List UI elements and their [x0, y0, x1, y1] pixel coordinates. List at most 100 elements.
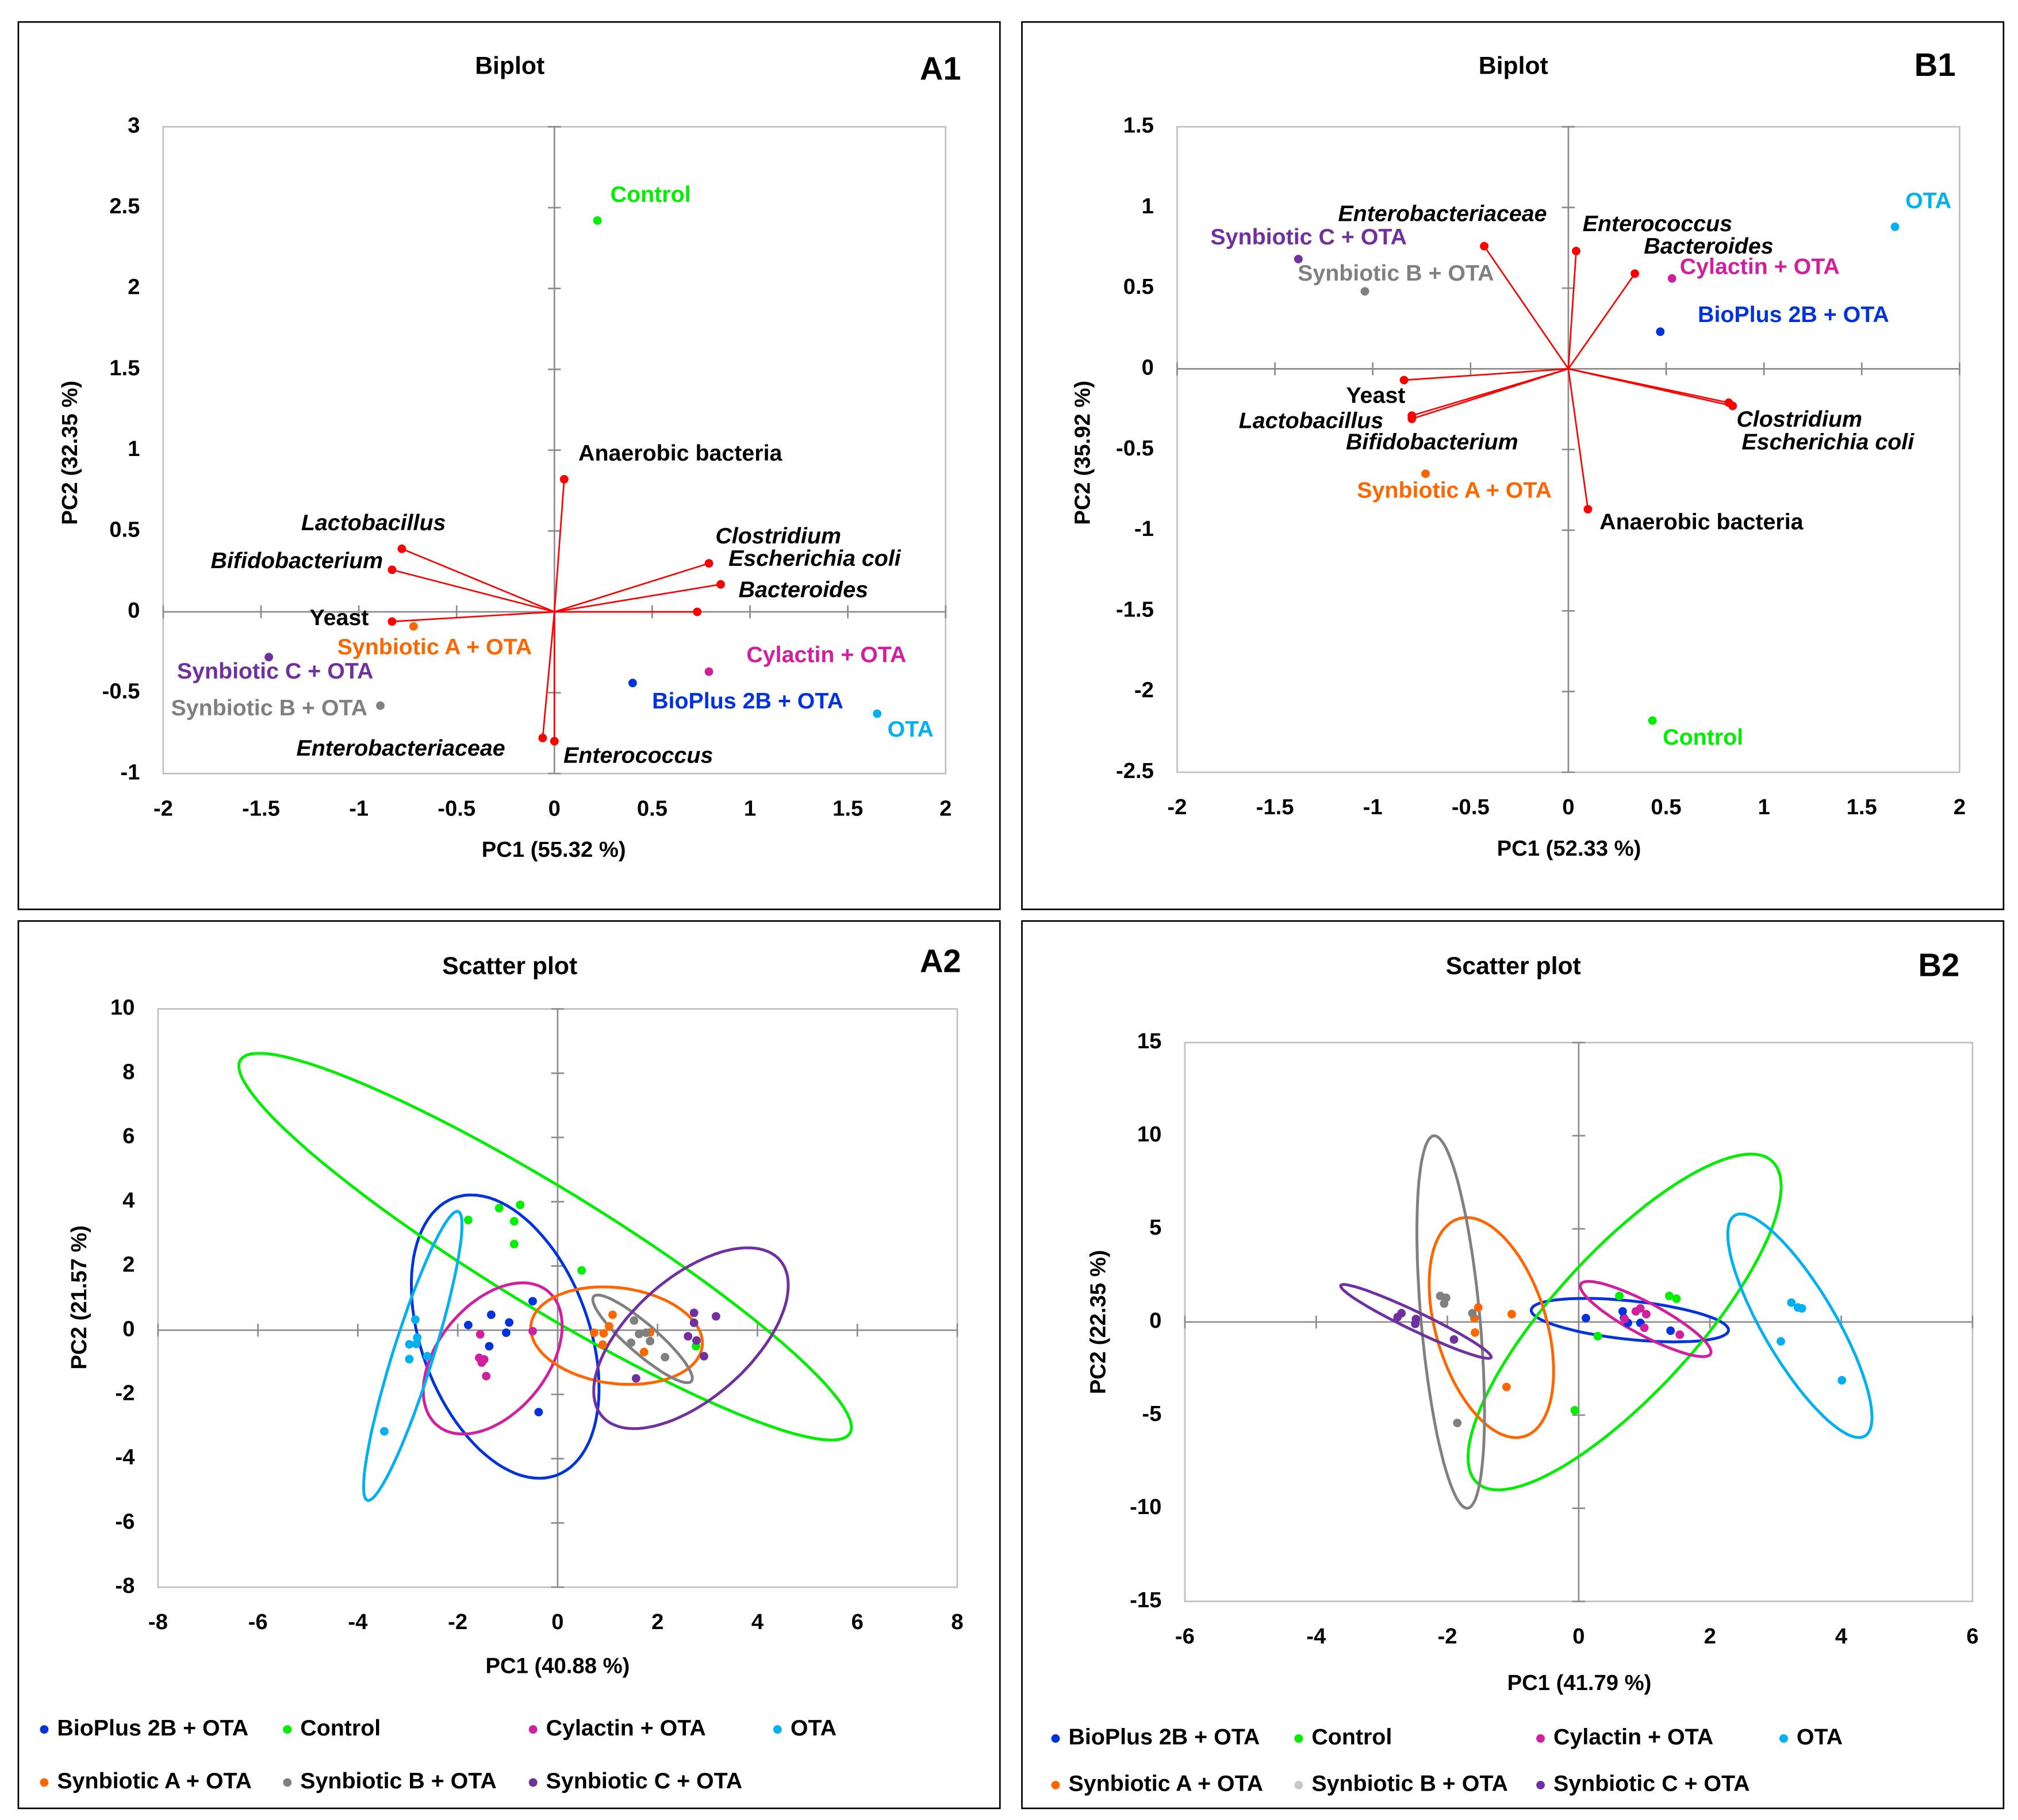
data-point: [485, 1342, 494, 1351]
variable-label: Escherichia coli: [1741, 430, 1915, 455]
loading-vector: [1404, 368, 1568, 381]
legend-marker: [528, 1778, 538, 1787]
confidence-ellipse: [1415, 1134, 1486, 1510]
observation-point: [873, 709, 882, 718]
x-tick-label: -2: [448, 1610, 467, 1634]
y-tick-label: 2.5: [109, 194, 140, 219]
variable-label: Clostridium: [715, 523, 841, 549]
panel-label: B1: [1915, 47, 1956, 83]
data-point: [700, 1352, 708, 1361]
data-point: [689, 1318, 699, 1327]
data-point: [482, 1371, 491, 1381]
x-tick-label: 0: [548, 796, 561, 821]
data-point: [477, 1358, 486, 1367]
data-point: [475, 1330, 485, 1339]
loading-point: [538, 733, 547, 742]
data-point: [589, 1328, 599, 1338]
y-tick-label: 2: [128, 275, 140, 300]
data-point: [534, 1408, 543, 1417]
y-tick-label: -4: [115, 1445, 135, 1470]
observation-label: Synbiotic B + OTA: [1298, 260, 1494, 286]
confidence-ellipse: [591, 1293, 694, 1384]
loading-point: [1583, 505, 1593, 514]
observation-point: [1667, 274, 1676, 283]
legend-label: OTA: [1797, 1725, 1843, 1750]
data-point: [1471, 1328, 1479, 1337]
x-tick-label: -2: [1167, 795, 1187, 819]
loading-vector: [1411, 368, 1569, 420]
y-tick-label: -0.5: [1116, 436, 1154, 461]
data-point: [661, 1352, 670, 1362]
legend-marker: [1536, 1780, 1545, 1790]
x-tick-label: -0.5: [1452, 795, 1490, 819]
variable-label: Anaerobic bacteria: [1599, 509, 1804, 535]
x-tick-label: 0: [1562, 795, 1574, 819]
x-tick-label: -8: [148, 1610, 168, 1634]
y-tick-label: -8: [115, 1573, 135, 1598]
data-point: [684, 1332, 693, 1341]
legend-marker: [1294, 1780, 1303, 1790]
panel-frame: [17, 21, 1001, 910]
legend-marker: [528, 1725, 538, 1734]
loading-point: [550, 737, 559, 746]
variable-label: Bacteroides: [739, 577, 868, 602]
data-point: [692, 1336, 701, 1345]
legend-label: Synbiotic B + OTA: [300, 1768, 497, 1794]
variable-label: Anaerobic bacteria: [578, 440, 782, 466]
observation-point: [1421, 469, 1430, 478]
confidence-ellipse: [410, 1193, 601, 1480]
panel-label: A2: [920, 943, 961, 979]
x-tick-label: 1: [1758, 795, 1770, 819]
legend-marker: [1779, 1734, 1788, 1743]
y-tick-label: -2.5: [1116, 758, 1154, 783]
x-tick-label: -1.5: [1256, 795, 1294, 819]
legend-label: Synbiotic C + OTA: [1553, 1771, 1750, 1796]
y-tick-label: 5: [1149, 1215, 1161, 1240]
panel-label: A1: [920, 51, 961, 87]
chart-title: Biplot: [1479, 52, 1548, 79]
x-tick-label: 2: [1704, 1624, 1716, 1649]
data-point: [410, 1315, 420, 1324]
x-axis-label: PC1 (40.88 %): [486, 1654, 630, 1679]
loading-vector: [554, 562, 709, 613]
loading-point: [1407, 414, 1417, 423]
data-point: [1837, 1375, 1847, 1385]
data-point: [631, 1374, 640, 1383]
observation-label: OTA: [888, 716, 934, 742]
y-tick-label: 6: [122, 1124, 135, 1148]
variable-label: Yeast: [1346, 383, 1405, 408]
y-tick-label: 0: [1149, 1308, 1161, 1333]
observation-label: Synbiotic A + OTA: [337, 634, 532, 660]
data-point: [642, 1328, 651, 1338]
x-tick-label: -4: [348, 1610, 368, 1634]
data-point: [605, 1322, 613, 1331]
legend-marker: [773, 1725, 782, 1734]
chart-title: Scatter plot: [1446, 952, 1581, 980]
y-tick-label: -2: [1134, 678, 1154, 703]
data-point: [405, 1355, 414, 1363]
x-tick-label: 4: [751, 1610, 764, 1634]
y-tick-label: -0.5: [102, 679, 140, 704]
data-point: [689, 1308, 699, 1317]
x-tick-label: -6: [1175, 1624, 1195, 1649]
x-tick-label: -0.5: [438, 796, 475, 821]
data-point: [646, 1336, 655, 1346]
observation-label: Synbiotic C + OTA: [177, 658, 374, 684]
legend-marker: [1051, 1780, 1060, 1790]
observation-point: [593, 216, 602, 225]
data-point: [528, 1327, 537, 1336]
legend-marker: [283, 1778, 292, 1787]
x-tick-label: -2: [154, 796, 173, 821]
observation-label: Control: [611, 182, 691, 207]
x-tick-label: 2: [651, 1610, 663, 1634]
observation-label: OTA: [1905, 188, 1951, 213]
data-point: [1449, 1335, 1459, 1344]
y-tick-label: 1: [128, 436, 140, 461]
panel-b1: -2 -1.5 -1 -0.5 0 0.5 1 1.5 2 -2.5 -2 -1.5 -1 -0.5 0 0.…: [1021, 21, 2005, 910]
variable-label: Enterococcus: [1583, 211, 1732, 236]
y-tick-label: 0: [1142, 355, 1154, 380]
confidence-ellipse: [529, 1285, 704, 1386]
loading-vector: [392, 611, 555, 623]
loading-vector: [401, 548, 555, 613]
observation-point: [1890, 223, 1900, 231]
